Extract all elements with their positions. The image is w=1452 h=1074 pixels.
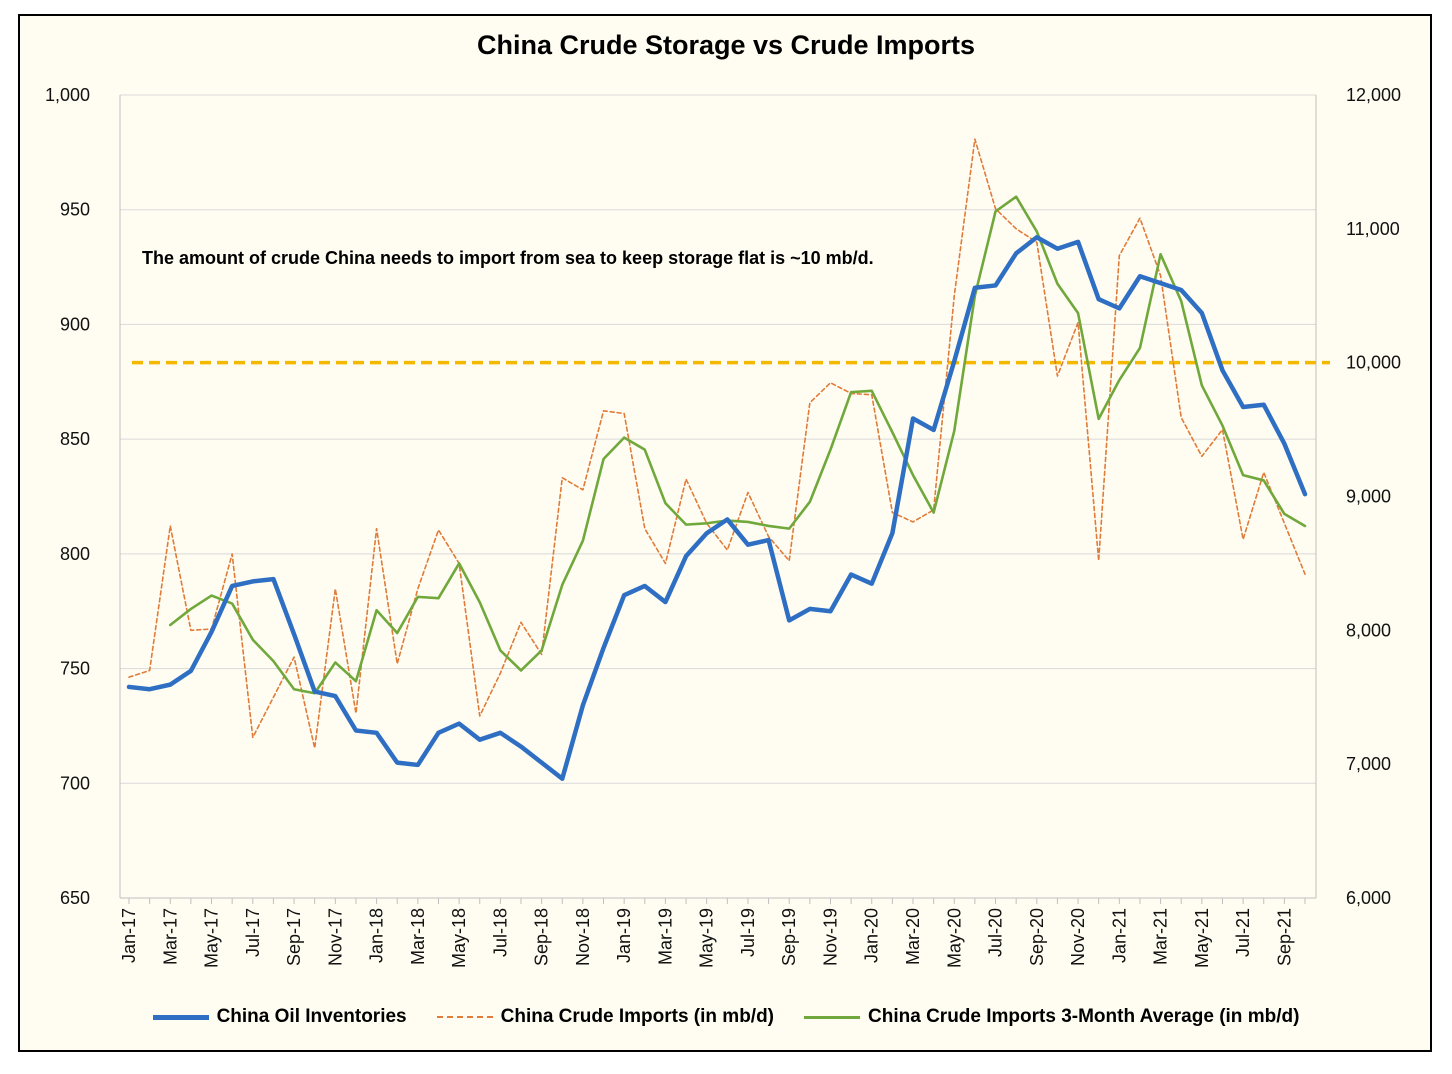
x-tick-label: Nov-17: [325, 908, 345, 966]
left-tick-label: 800: [60, 544, 90, 564]
x-tick-label: Mar-19: [655, 908, 675, 965]
series-line-imports: [128, 138, 1306, 749]
left-tick-label: 850: [60, 429, 90, 449]
x-tick-label: Jul-19: [738, 908, 758, 957]
x-tick-label: May-21: [1192, 908, 1212, 968]
legend-item: China Oil Inventories: [152, 1006, 407, 1028]
legend-swatch: [152, 1014, 209, 1020]
legend-swatch: [804, 1015, 861, 1019]
x-tick-label: Jan-17: [119, 908, 139, 963]
x-tick-label: Mar-21: [1151, 908, 1171, 965]
x-tick-label: Nov-18: [573, 908, 593, 966]
right-tick-label: 7,000: [1346, 754, 1391, 774]
left-axis-ticks: 650 700 750 800 850 900 950 1,000: [45, 85, 90, 908]
x-tick-label: May-18: [449, 908, 469, 968]
gridlines: [120, 94, 1316, 899]
x-tick-label: Jan-18: [367, 908, 387, 963]
x-tick-label: Jul-17: [243, 908, 263, 957]
annotation-text: The amount of crude China needs to impor…: [142, 248, 874, 268]
legend-item: China Crude Imports 3-Month Average (in …: [804, 1006, 1299, 1028]
series-line-inventories: [126, 235, 1308, 781]
left-tick-label: 950: [60, 200, 90, 220]
x-tick-label: Nov-20: [1068, 908, 1088, 966]
x-tick-label: May-20: [944, 908, 964, 968]
right-tick-label: 8,000: [1346, 620, 1391, 640]
x-tick-label: Mar-20: [903, 908, 923, 965]
left-tick-label: 900: [60, 314, 90, 334]
x-tick-label: Jan-21: [1109, 908, 1129, 963]
x-tick-label: Jul-18: [490, 908, 510, 957]
x-axis: Jan-17 Mar-17 May-17 Jul-17 Sep-17 Nov-17 Jan-…: [119, 95, 1317, 968]
x-tick-label: Sep-20: [1027, 908, 1047, 966]
right-axis-ticks: 6,000 7,000 8,000 9,000 10,000 11,000 12,000: [1346, 85, 1401, 908]
left-tick-label: 750: [60, 659, 90, 679]
x-tick-label: Sep-18: [532, 908, 552, 966]
legend: China Oil Inventories China Crude Imports…: [0, 1006, 1452, 1028]
legend-swatch: [436, 1016, 493, 1018]
x-tick-label: Nov-19: [820, 908, 840, 966]
x-tick-label: Jan-20: [862, 908, 882, 963]
right-tick-label: 10,000: [1346, 353, 1401, 373]
x-tick-label: May-19: [697, 908, 717, 968]
x-tick-label: Jul-21: [1233, 908, 1253, 957]
x-tick-label: May-17: [202, 908, 222, 968]
right-tick-label: 12,000: [1346, 85, 1401, 105]
right-tick-label: 9,000: [1346, 487, 1391, 507]
right-tick-label: 11,000: [1346, 219, 1400, 239]
x-tick-label: Sep-21: [1274, 908, 1294, 966]
legend-label: China Crude Imports (in mb/d): [500, 1006, 775, 1027]
legend-label: China Oil Inventories: [216, 1006, 407, 1027]
legend-label: China Crude Imports 3-Month Average (in …: [868, 1006, 1300, 1027]
series-layer: [126, 138, 1330, 781]
chart-title: China Crude Storage vs Crude Imports: [476, 30, 976, 60]
left-tick-label: 650: [60, 888, 90, 908]
x-tick-label: Mar-17: [160, 908, 180, 965]
x-tick-label: Jul-20: [986, 908, 1006, 957]
legend-item: China Crude Imports (in mb/d): [436, 1006, 775, 1028]
left-tick-label: 700: [60, 773, 90, 793]
x-tick-label: Sep-19: [779, 908, 799, 966]
series-line-imports-3m-avg: [168, 195, 1307, 695]
right-tick-label: 6,000: [1346, 888, 1391, 908]
left-tick-label: 1,000: [45, 85, 90, 105]
x-tick-label: Jan-19: [614, 908, 634, 963]
x-tick-label: Mar-18: [408, 908, 428, 965]
chart-frame: [18, 14, 1432, 1052]
x-tick-label: Sep-17: [284, 908, 304, 966]
